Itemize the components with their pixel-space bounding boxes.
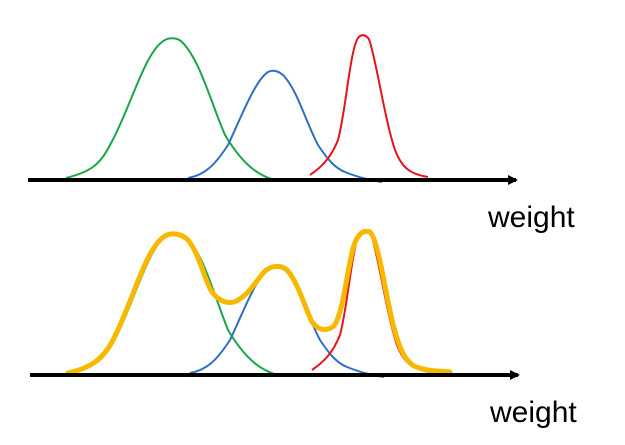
top-axis-label: weight xyxy=(487,201,575,234)
top-panel: weight xyxy=(28,34,575,234)
bottom-mixture-curve xyxy=(65,228,453,376)
bottom-panel: weight xyxy=(30,228,577,429)
bottom-red-curve xyxy=(311,229,431,373)
top-green-curve xyxy=(65,37,276,181)
top-red-curve xyxy=(309,34,429,178)
bottom-axis-label: weight xyxy=(489,396,577,429)
top-blue-curve xyxy=(187,69,383,183)
bottom-blue-curve xyxy=(189,264,385,378)
